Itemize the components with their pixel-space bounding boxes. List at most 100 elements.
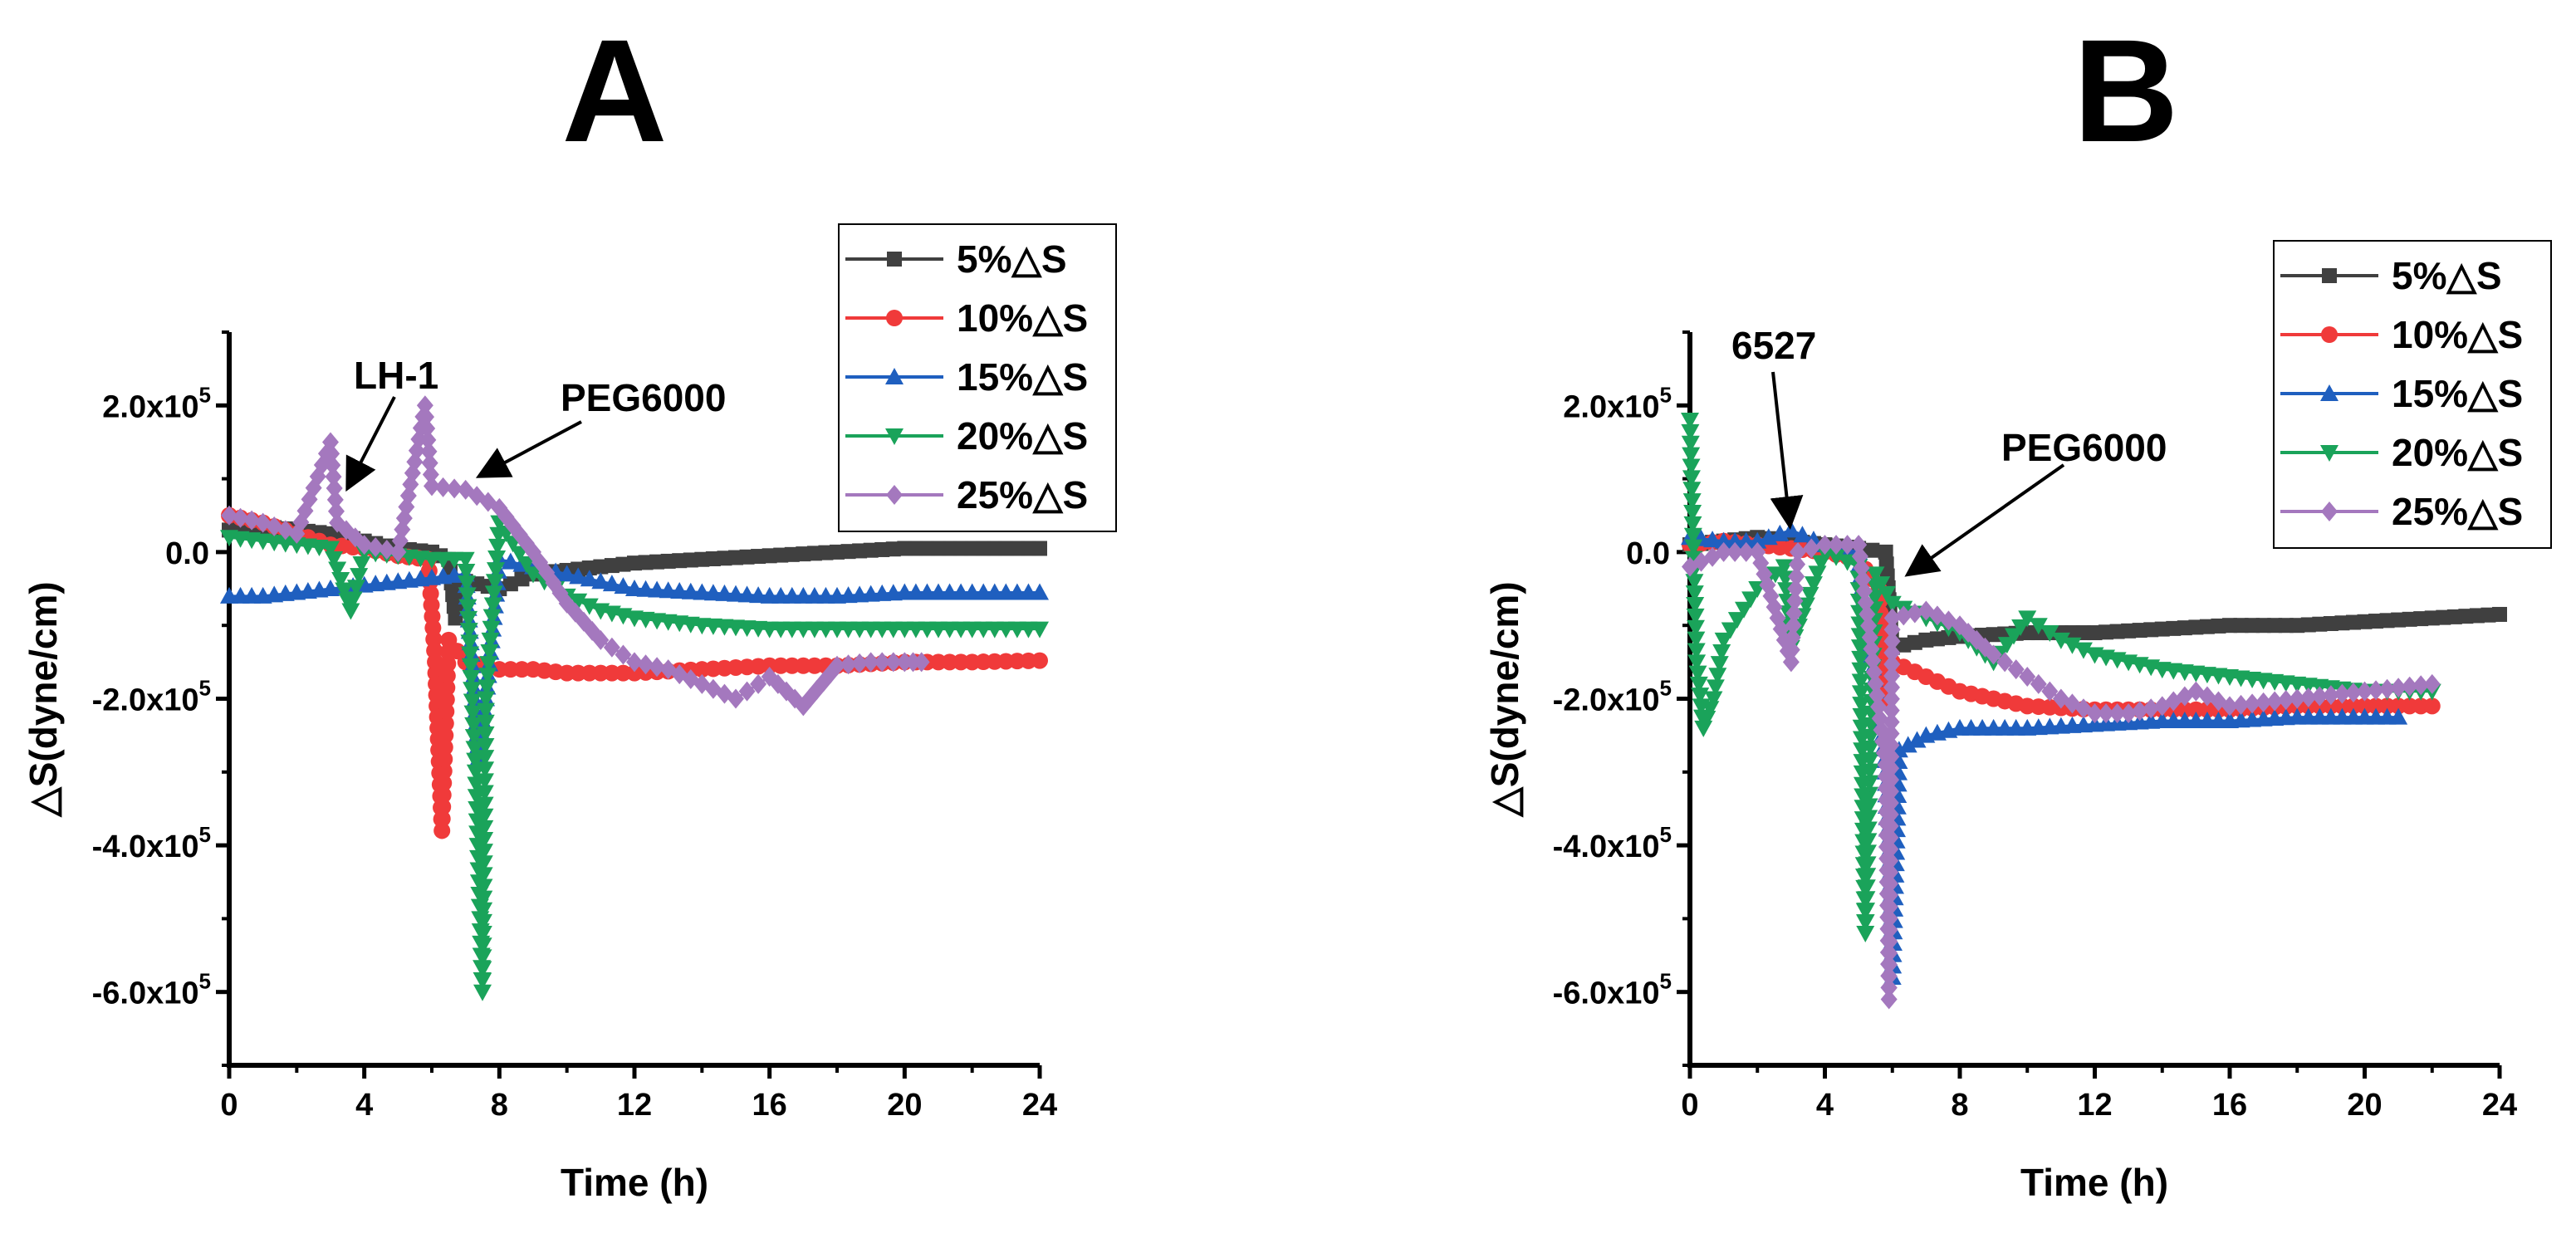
panel-b-data-point [1898,736,1917,753]
panel-b-data-point [1852,707,1871,725]
panel-b-data-point [2446,609,2462,624]
panel-a-data-point [615,556,631,572]
panel-b-data-point [1775,559,1794,576]
panel-a-data-point [473,961,492,978]
panel-a-letter: A [561,10,667,173]
panel-b-data-point [1881,897,1898,917]
panel-a-data-point [806,546,822,561]
panel-b-data-point [1883,595,1902,613]
panel-a-data-point [830,544,845,560]
panel-b-data-point [2255,618,2271,634]
panel-b-data-point [1881,920,1898,941]
panel-a-data-point [693,583,712,600]
panel-b-data-point [2040,625,2059,643]
panel-a-data-point [591,572,610,590]
panel-a-data-point [346,580,365,597]
panel-a-data-point [683,552,698,568]
panel-b-data-point [1883,770,1900,790]
panel-a-data-point [321,541,340,558]
panel-b-data-point [2166,620,2182,636]
panel-b-data-point [1883,631,1901,652]
panel-b-data-point [1688,665,1707,683]
panel-a-data-point [476,714,495,732]
panel-a-data-point [593,559,609,575]
panel-b-data-point [2245,618,2260,634]
panel-b-data-point [2121,623,2137,639]
panel-b-data-point [1682,447,1701,464]
panel-b-data-point [1860,775,1879,792]
panel-b-data-point [2424,610,2440,626]
panel-b-data-point [1684,539,1703,556]
panel-b-series-25S [1682,535,2441,1010]
panel-a-data-point [465,741,484,758]
panel-a-data-point [434,477,452,497]
panel-b-data-point [1851,673,1870,691]
panel-b-data-point [2458,609,2474,624]
panel-b-data-point [2211,618,2226,634]
panel-b-data-point [1906,603,1923,624]
panel-a-data-point [874,652,891,673]
panel-a-x-tick-label: 20 [887,1088,922,1123]
panel-a-data-point [475,808,494,825]
panel-a-data-point [459,610,478,628]
panel-a-data-point [325,467,342,487]
panel-b-data-point [2232,694,2250,715]
panel-a-data-point [438,667,456,684]
panel-b-data-point [2255,692,2272,712]
panel-b-data-point [1683,516,1702,533]
panel-b-data-point [2378,678,2396,699]
panel-a-data-point [421,453,438,473]
panel-a-data-point [475,785,494,802]
panel-a-data-point [474,890,493,908]
panel-b-data-point [2188,619,2204,635]
panel-a-data-point [727,688,744,709]
panel-a-data-point [473,972,492,990]
panel-b-data-point [2356,681,2373,702]
panel-a-data-point [603,637,620,658]
panel-a-data-point [424,476,440,497]
panel-b-data-point [1856,914,1875,932]
panel-a-data-point [473,926,492,943]
panel-a-data-point [435,775,453,792]
panel-a-data-point [987,541,1002,556]
panel-b-data-point [2143,622,2159,638]
panel-b-data-point [1827,549,1846,566]
panel-a-data-point [484,585,503,603]
panel-a-data-point [482,609,502,626]
panel-a-data-point [438,691,455,708]
panel-a-data-point [476,761,495,779]
panel-b-data-point [2222,618,2237,634]
panel-a-data-point [502,576,518,592]
panel-a-data-point [1032,541,1047,556]
panel-a-data-point [737,585,757,603]
panel-a-data-point [738,681,756,702]
panel-a-y-tick-label: 2.0x105 [102,382,211,424]
panel-a-data-point [615,644,632,665]
panel-b-data-point [2492,606,2507,622]
panel-a-data-point [483,597,502,614]
panel-b-legend-marker [2321,502,2338,521]
panel-b-data-point [2277,689,2294,710]
panel-b-data-point [2086,703,2103,724]
panel-a-data-point [463,682,482,699]
panel-b-data-point [1881,873,1898,894]
panel-b-data-point [1686,608,1705,625]
panel-a-data-point [328,561,347,579]
panel-a-data-point [705,550,721,566]
panel-b-y-tick-label: -4.0x105 [1553,822,1672,864]
panel-b-data-point [1857,879,1876,897]
panel-a-data-point [569,593,588,610]
panel-b-data-point [1929,631,1945,647]
panel-b-data-point [1790,541,1806,562]
panel-b-data-point [1765,566,1785,584]
panel-b-legend-marker [2320,445,2338,462]
panel-b-data-point [2132,623,2147,639]
chart-panel-a: 0 4 8 12 16 20 24 2.0x105 0.0 -2.0x105 -4.0x105 -6.… [22,223,1117,1204]
panel-b-legend: 5%△S 10%△S 15%△S 20%△S 25%△S [2273,240,2552,549]
panel-b-data-point [1851,662,1870,679]
panel-b-legend-label: 25%△S [2392,490,2523,533]
panel-a-data-point [474,878,493,896]
panel-b-data-point [1681,435,1700,453]
panel-b-data-point [1883,619,1901,640]
panel-a-data-point [485,574,504,591]
